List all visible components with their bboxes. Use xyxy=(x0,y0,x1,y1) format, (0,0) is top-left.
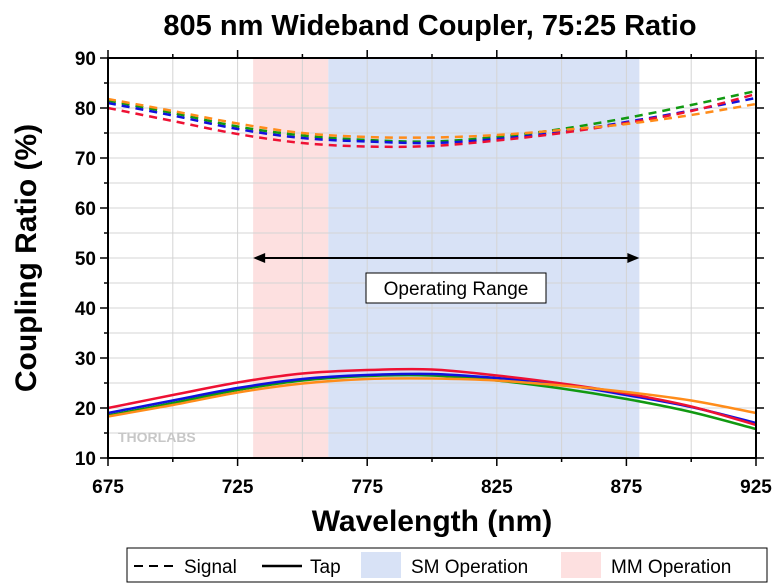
signal-series-line-0 xyxy=(107,89,757,143)
x-tick-label: 775 xyxy=(351,477,383,498)
operating-range-arrow xyxy=(253,253,640,263)
x-tick-label: 825 xyxy=(481,477,513,498)
signal-series-line-2 xyxy=(107,92,757,149)
x-tick-label: 675 xyxy=(92,477,124,498)
axis-ticks: 10 20 30 40 50 60 70 80 90 675 725 775 825 875 925 xyxy=(75,49,772,498)
operating-range-arrowhead-left xyxy=(253,253,266,263)
y-tick-label: 20 xyxy=(75,399,96,420)
y-axis-title: Coupling Ratio (%) xyxy=(10,124,43,392)
tap-series-line-6 xyxy=(107,367,757,427)
legend-sm-label: SM Operation xyxy=(411,557,528,578)
chart-title: 805 nm Wideband Coupler, 75:25 Ratio xyxy=(163,10,696,42)
x-tick-label: 725 xyxy=(222,477,254,498)
legend-sm-swatch xyxy=(361,552,401,578)
y-tick-label: 80 xyxy=(75,99,96,120)
y-tick-label: 60 xyxy=(75,199,96,220)
operating-range-label-box xyxy=(365,272,547,304)
y-tick-label: 10 xyxy=(75,449,96,470)
tap-series-line-5 xyxy=(107,372,757,425)
signal-series-line-3 xyxy=(107,97,757,139)
x-tick-label: 925 xyxy=(740,477,772,498)
legend-signal-label: Signal xyxy=(184,557,237,578)
legend-box xyxy=(126,547,768,583)
tap-series-line-4 xyxy=(107,373,757,431)
y-tick-label: 40 xyxy=(75,299,96,320)
y-tick-label: 50 xyxy=(75,249,96,270)
signal-series-line-1 xyxy=(107,96,757,145)
thorlabs-watermark: THORLABS xyxy=(118,429,196,445)
legend-mm-label: MM Operation xyxy=(611,557,731,578)
y-tick-label: 70 xyxy=(75,149,96,170)
legend-mm-swatch xyxy=(561,552,601,578)
y-tick-label: 90 xyxy=(75,49,96,70)
x-tick-label: 875 xyxy=(611,477,643,498)
operating-range-label: Operating Range xyxy=(384,279,529,300)
data-series xyxy=(107,89,757,431)
operating-range-arrowhead-right xyxy=(627,253,640,263)
legend-tap-label: Tap xyxy=(310,557,341,578)
legend: Signal Tap SM Operation MM Operation xyxy=(126,547,768,583)
x-axis-title: Wavelength (nm) xyxy=(312,505,553,538)
tap-series-line-7 xyxy=(107,377,757,418)
y-tick-label: 30 xyxy=(75,349,96,370)
